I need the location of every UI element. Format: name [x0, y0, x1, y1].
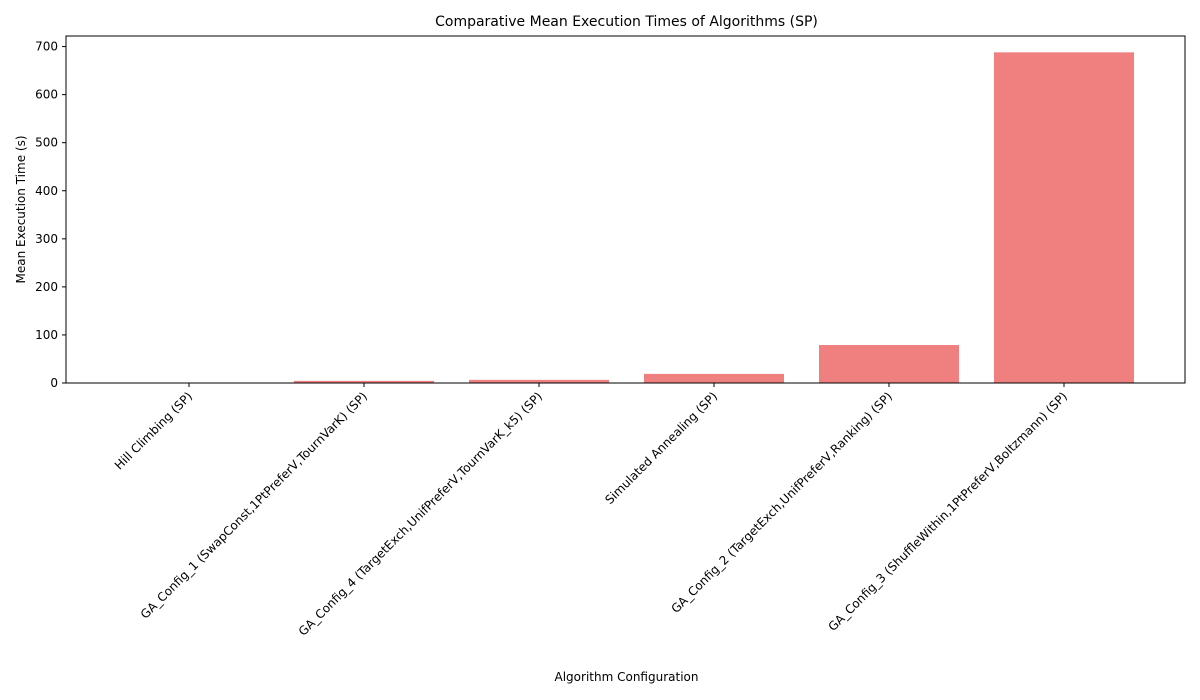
x-axis-title: Algorithm Configuration — [555, 670, 699, 684]
bar-2 — [294, 380, 434, 383]
plot-frame — [65, 35, 1186, 384]
y-tick-label-1: 0 — [50, 376, 58, 390]
x-tick-label-4: Simulated Annealing (SP) — [602, 389, 720, 507]
x-tick-label-2: GA_Config_1 (SwapConst,1PtPreferV,TournV… — [138, 389, 370, 621]
bar-6 — [994, 52, 1134, 383]
chart-title: Comparative Mean Execution Times of Algo… — [435, 14, 818, 30]
y-tick-label-7: 600 — [35, 88, 58, 102]
y-tick-label-8: 700 — [35, 40, 58, 54]
x-tick-label-5: GA_Config_2 (TargetExch,UnifPreferV,Rank… — [668, 389, 895, 616]
x-tick-label-1: Hill Climbing (SP) — [112, 389, 195, 472]
y-tick-label-2: 100 — [35, 328, 58, 342]
y-tick-label-4: 300 — [35, 232, 58, 246]
bar-5 — [819, 345, 959, 383]
bar-4 — [644, 373, 784, 383]
x-axis: Hill Climbing (SP)GA_Config_1 (SwapConst… — [112, 383, 1070, 639]
y-axis: 0 100 200 300 400 500 600 700 — [35, 40, 66, 390]
bar-3 — [469, 379, 609, 383]
bars-layer — [119, 52, 1134, 383]
y-tick-label-3: 200 — [35, 280, 58, 294]
y-tick-label-5: 400 — [35, 184, 58, 198]
y-axis-title: Mean Execution Time (s) — [14, 135, 28, 283]
y-tick-label-6: 500 — [35, 136, 58, 150]
